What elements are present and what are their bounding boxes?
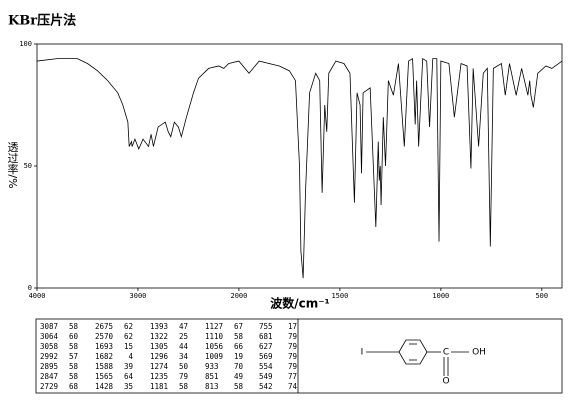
atom-label: OH (472, 348, 486, 358)
peak-wavenumber: 627 (259, 342, 273, 351)
peak-transmittance: 58 (69, 342, 79, 351)
peak-wavenumber: 1588 (95, 362, 114, 371)
x-tick-label: 1000 (432, 292, 449, 300)
atom-label: C (443, 348, 449, 358)
peak-transmittance: 68 (69, 382, 79, 391)
peak-wavenumber: 1393 (150, 322, 168, 331)
x-tick-label: 1500 (331, 292, 348, 300)
peak-transmittance: 62 (124, 322, 133, 331)
peak-transmittance: 70 (234, 362, 244, 371)
peak-transmittance: 79 (179, 372, 188, 381)
peak-wavenumber: 1305 (150, 342, 168, 351)
peak-wavenumber: 1009 (205, 352, 223, 361)
peak-transmittance: 79 (288, 362, 297, 371)
peak-transmittance: 35 (124, 382, 133, 391)
peak-transmittance: 77 (288, 372, 297, 381)
peak-wavenumber: 3087 (40, 322, 58, 331)
x-tick-label: 3000 (130, 292, 147, 300)
peak-wavenumber: 569 (259, 352, 273, 361)
peak-transmittance: 39 (124, 362, 133, 371)
peak-wavenumber: 1056 (205, 342, 224, 351)
peak-transmittance: 17 (288, 322, 297, 331)
peak-wavenumber: 1181 (150, 382, 168, 391)
peak-transmittance: 44 (179, 342, 189, 351)
peak-transmittance: 15 (124, 342, 133, 351)
peak-wavenumber: 1110 (205, 332, 224, 341)
x-tick-label: 2000 (230, 292, 247, 300)
peak-wavenumber: 3058 (40, 342, 59, 351)
spectrum-line (36, 57, 563, 279)
peak-wavenumber: 813 (205, 382, 219, 391)
peak-wavenumber: 3064 (40, 332, 59, 341)
y-tick-label: 100 (19, 40, 32, 48)
peak-transmittance: 25 (179, 332, 188, 341)
y-tick-label: 50 (24, 162, 32, 170)
peak-transmittance: 62 (124, 332, 133, 341)
peak-transmittance: 79 (288, 352, 297, 361)
structure-bonds (366, 339, 469, 376)
peak-wavenumber: 1235 (150, 372, 168, 381)
atom-label: I (361, 348, 364, 358)
peak-transmittance: 60 (69, 332, 79, 341)
peak-wavenumber: 1127 (205, 322, 223, 331)
peak-wavenumber: 2729 (40, 382, 58, 391)
peak-wavenumber: 851 (205, 372, 219, 381)
peak-wavenumber: 2895 (40, 362, 58, 371)
peak-wavenumber: 554 (259, 362, 273, 371)
peak-wavenumber: 1565 (95, 372, 113, 381)
peak-transmittance: 58 (234, 332, 244, 341)
peak-transmittance: 79 (288, 332, 297, 341)
atom-label: O (442, 377, 449, 387)
chart-title: KBr压片法 (8, 13, 76, 29)
peak-wavenumber: 1682 (95, 352, 113, 361)
peak-wavenumber: 2992 (40, 352, 58, 361)
peak-transmittance: 64 (124, 372, 134, 381)
peak-transmittance: 19 (234, 352, 243, 361)
x-tick-label: 4000 (29, 292, 46, 300)
x-axis-label: 波数/cm⁻¹ (270, 296, 330, 311)
peak-transmittance: 34 (179, 352, 189, 361)
table-frame (35, 318, 563, 394)
peak-transmittance: 58 (69, 362, 79, 371)
peak-transmittance: 58 (179, 382, 189, 391)
peak-transmittance: 79 (288, 342, 297, 351)
peak-transmittance: 4 (128, 352, 133, 361)
peak-transmittance: 74 (288, 382, 298, 391)
y-axis-label: 透过率/% (6, 141, 19, 188)
peak-wavenumber: 1693 (95, 342, 113, 351)
peak-transmittance: 58 (69, 372, 79, 381)
peak-wavenumber: 1428 (95, 382, 114, 391)
peak-wavenumber: 681 (259, 332, 273, 341)
peak-wavenumber: 2570 (95, 332, 114, 341)
peak-wavenumber: 933 (205, 362, 219, 371)
peak-transmittance: 49 (234, 372, 243, 381)
peak-wavenumber: 755 (259, 322, 273, 331)
peak-wavenumber: 1322 (150, 332, 168, 341)
peak-transmittance: 57 (69, 352, 78, 361)
peak-transmittance: 66 (234, 342, 244, 351)
peak-wavenumber: 2847 (40, 372, 58, 381)
peak-transmittance: 47 (179, 322, 188, 331)
peak-transmittance: 50 (179, 362, 189, 371)
x-tick-label: 500 (535, 292, 548, 300)
peak-transmittance: 67 (234, 322, 243, 331)
peak-transmittance: 58 (234, 382, 244, 391)
peak-transmittance: 58 (69, 322, 79, 331)
peak-wavenumber: 1274 (150, 362, 169, 371)
peak-wavenumber: 2675 (95, 322, 113, 331)
peak-wavenumber: 1296 (150, 352, 169, 361)
peak-wavenumber: 542 (259, 382, 273, 391)
peak-wavenumber: 549 (259, 372, 273, 381)
y-tick-label: 0 (28, 284, 32, 292)
